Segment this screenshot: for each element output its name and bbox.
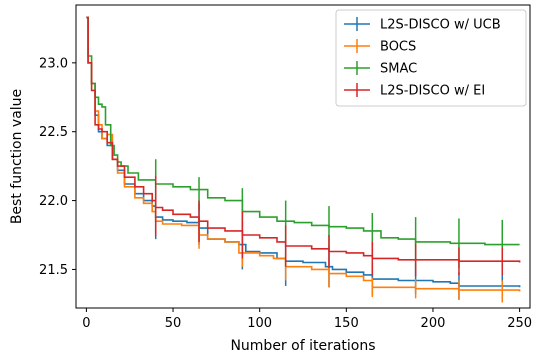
legend-item-3: SMAC bbox=[344, 61, 417, 77]
legend-label: BOCS bbox=[380, 40, 416, 55]
legend-label: L2S-DISCO w/ EI bbox=[380, 84, 485, 99]
legend: L2S-DISCO w/ UCB BOCS SMAC L2S-DISCO w/ EI bbox=[335, 9, 527, 107]
x-tick-label: 50 bbox=[165, 316, 182, 331]
x-tick-label: 100 bbox=[247, 316, 272, 331]
x-tick-label: 0 bbox=[82, 316, 90, 331]
legend-item-4: L2S-DISCO w/ EI bbox=[344, 83, 485, 99]
legend-item-2: BOCS bbox=[344, 39, 416, 55]
legend-label: L2S-DISCO w/ UCB bbox=[380, 18, 501, 33]
axes: 0 50 100 150 200 250 21.5 22.0 22.5 23.0 bbox=[39, 4, 532, 331]
legend-label: SMAC bbox=[380, 62, 417, 77]
y-axis-label: Best function value bbox=[9, 89, 25, 224]
plot-frame bbox=[75, 4, 531, 309]
x-tick-label: 200 bbox=[421, 316, 446, 331]
legend-item-1: L2S-DISCO w/ UCB bbox=[344, 17, 501, 33]
x-axis-label: Number of iterations bbox=[230, 338, 375, 354]
y-tick-label: 23.0 bbox=[39, 56, 68, 71]
y-tick-label: 22.5 bbox=[39, 125, 68, 140]
series-line-4 bbox=[86, 16, 521, 263]
y-tick-label: 22.0 bbox=[39, 194, 68, 209]
series-4 bbox=[86, 16, 521, 277]
x-tick-label: 250 bbox=[507, 316, 532, 331]
plot-area bbox=[86, 16, 521, 303]
x-tick-label: 150 bbox=[334, 316, 359, 331]
y-tick-label: 21.5 bbox=[39, 263, 68, 278]
legend-box bbox=[335, 9, 527, 107]
